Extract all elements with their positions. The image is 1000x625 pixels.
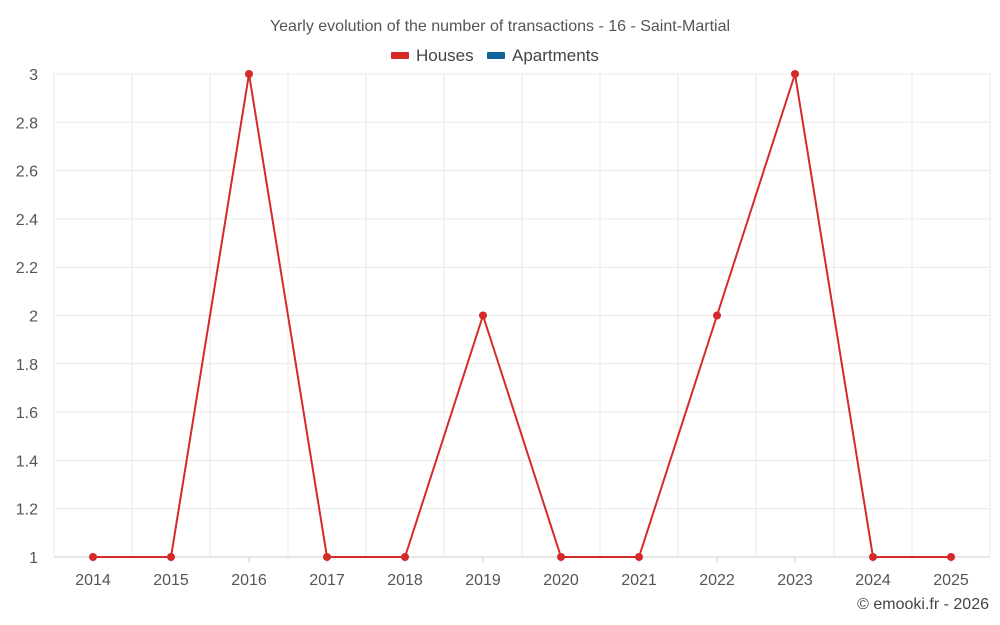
data-point-houses-2016[interactable] <box>245 70 253 78</box>
data-point-houses-2015[interactable] <box>167 553 175 561</box>
data-point-houses-2017[interactable] <box>323 553 331 561</box>
x-tick-label: 2014 <box>75 572 111 589</box>
y-tick-label: 2.4 <box>16 212 38 229</box>
series <box>89 70 955 561</box>
legend-swatch-houses <box>391 52 409 59</box>
y-tick-label: 2.6 <box>16 164 38 181</box>
data-point-houses-2020[interactable] <box>557 553 565 561</box>
credit-text: © emooki.fr - 2026 <box>857 596 989 613</box>
x-tick-label: 2021 <box>621 572 657 589</box>
legend-item-houses[interactable]: Houses <box>391 46 474 65</box>
y-tick-label: 2.2 <box>16 260 38 277</box>
y-tick-label: 3 <box>29 67 38 84</box>
data-point-houses-2021[interactable] <box>635 553 643 561</box>
y-tick-label: 1.8 <box>16 357 38 374</box>
x-tick-label: 2024 <box>855 572 891 589</box>
grid <box>53 73 991 557</box>
legend: Houses Apartments <box>391 46 599 65</box>
x-tick-label: 2016 <box>231 572 267 589</box>
series-line-houses <box>93 73 951 558</box>
x-tick-label: 2019 <box>465 572 501 589</box>
data-point-houses-2024[interactable] <box>869 553 877 561</box>
legend-label-houses: Houses <box>416 46 474 65</box>
x-tick-label: 2020 <box>543 572 579 589</box>
data-point-houses-2022[interactable] <box>713 311 721 320</box>
x-tick-label: 2015 <box>153 572 189 589</box>
x-tick-label: 2017 <box>309 572 345 589</box>
data-point-houses-2023[interactable] <box>791 70 799 78</box>
legend-swatch-apartments <box>487 52 505 59</box>
x-tick-label: 2025 <box>933 572 969 589</box>
y-tick-label: 2.8 <box>16 115 38 132</box>
axes: 1 1.2 1.4 1.6 1.8 2 2.2 2.4 2.6 2.8 3 2014 2015 2016 2… <box>16 67 990 589</box>
legend-item-apartments[interactable]: Apartments <box>487 46 599 65</box>
x-tick-label: 2018 <box>387 572 423 589</box>
y-tick-label: 1.6 <box>16 405 38 422</box>
data-point-houses-2014[interactable] <box>89 553 97 561</box>
y-tick-label: 1.4 <box>16 453 38 470</box>
y-tick-label: 1 <box>29 550 38 567</box>
data-point-houses-2019[interactable] <box>479 311 487 320</box>
y-tick-label: 2 <box>29 309 38 326</box>
x-tick-label: 2022 <box>699 572 735 589</box>
chart-title: Yearly evolution of the number of transa… <box>270 18 730 35</box>
y-tick-label: 1.2 <box>16 502 38 519</box>
data-point-houses-2018[interactable] <box>401 553 409 561</box>
x-tick-label: 2023 <box>777 572 813 589</box>
legend-label-apartments: Apartments <box>512 46 599 65</box>
data-point-houses-2025[interactable] <box>947 553 955 561</box>
